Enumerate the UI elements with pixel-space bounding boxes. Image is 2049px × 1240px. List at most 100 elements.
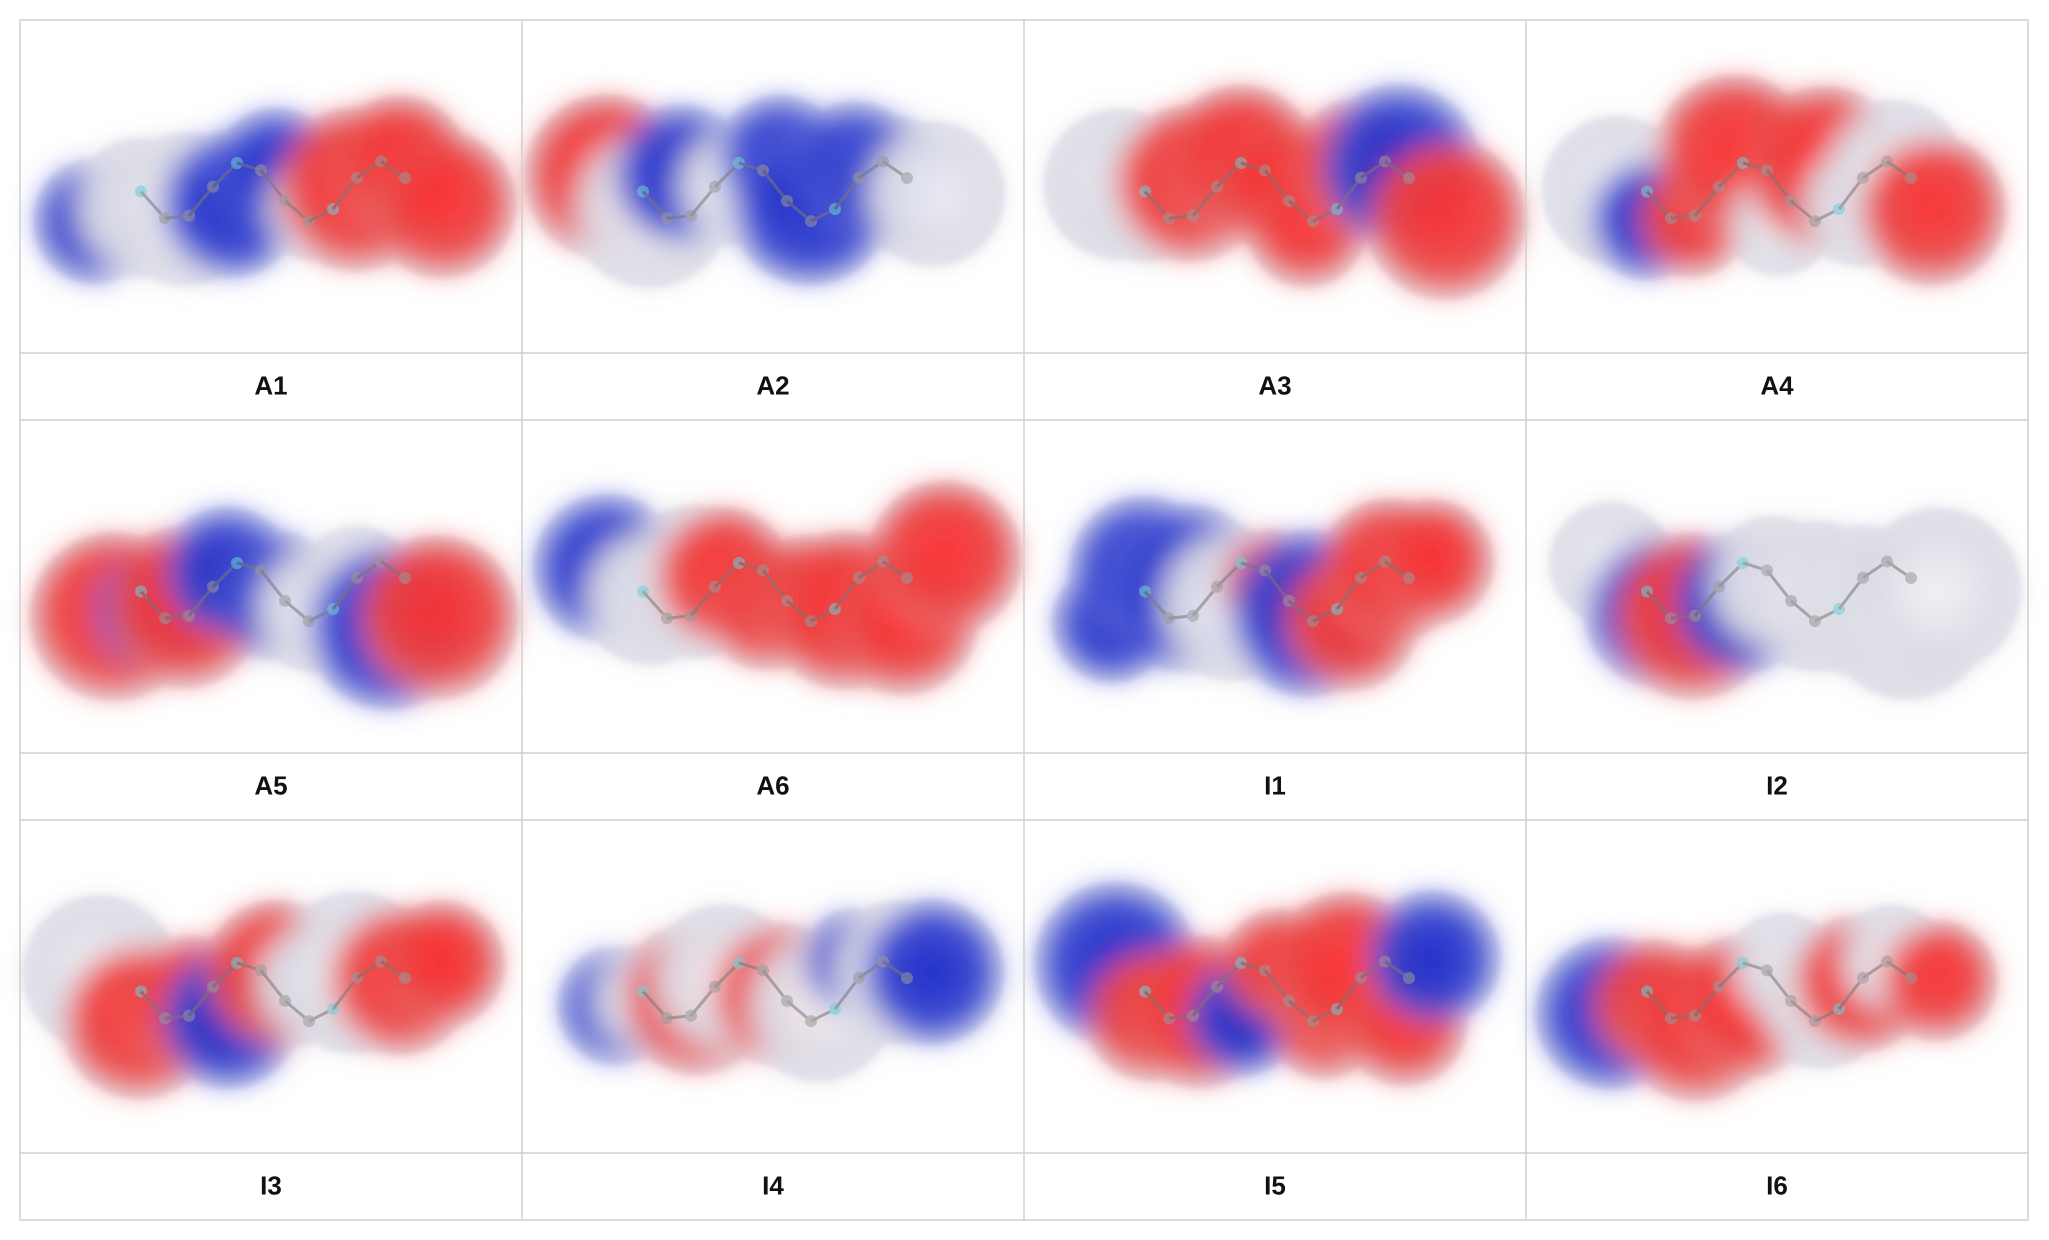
bond [1837,976,1865,1010]
skeleton [637,155,913,228]
bond [1765,569,1793,602]
bond [1693,985,1721,1017]
skeleton [637,955,913,1028]
bond [833,176,861,210]
surface-colors [39,101,510,280]
bond [689,985,717,1017]
skeleton [1139,155,1415,228]
atom [1403,972,1415,985]
potential-region [864,905,998,1039]
bond [331,976,359,1010]
bond [689,585,717,617]
bond [1765,169,1793,202]
bond [331,176,359,210]
bond [761,169,789,202]
molecule-surface [533,481,1023,695]
surface-colors [1049,90,1521,294]
atom [1905,972,1917,985]
atom [399,172,411,185]
bond [1263,969,1291,1002]
atom [1905,572,1917,585]
bond [187,185,215,217]
bond [331,576,359,610]
bond [1693,585,1721,617]
potential-region [1369,896,1495,1021]
surface-colors [563,905,998,1076]
bond [1191,185,1219,217]
atom [1403,172,1415,185]
potential-region [1862,141,2001,280]
panel-label: A6 [756,770,789,800]
grid [19,19,2029,1221]
molecule-surface [1535,904,1998,1102]
bond [259,969,287,1002]
molecule-surface [1542,75,2007,286]
bond [761,569,789,602]
potential-region [361,542,513,694]
bond [1191,585,1219,617]
skeleton [1139,555,1415,628]
surface-colors [1548,81,2001,280]
molecule-surface [557,899,1004,1082]
molecule-surface [1034,882,1501,1088]
atom [1403,572,1415,585]
bond [689,185,717,217]
surface-colors [530,101,1000,282]
atom [901,572,913,585]
molecule-surface [524,95,1006,288]
atom [399,572,411,585]
panel-label: A4 [1760,370,1794,400]
bond [833,576,861,610]
panel-label: A1 [254,370,287,400]
atom [399,972,411,985]
bond [1335,976,1363,1010]
surface-colors [28,897,499,1093]
potential-region [874,487,1017,630]
atom [1905,172,1917,185]
panel-label: I1 [1264,770,1286,800]
panel-label: A5 [254,770,287,800]
atom [901,172,913,185]
molecule-surface [29,506,519,710]
bond [1693,185,1721,217]
bond [259,569,287,602]
bond [187,585,215,617]
molecule-surface [22,891,505,1099]
potential-region [1375,505,1488,619]
molecule-surface [33,95,516,286]
potential-region [384,907,499,1022]
panel-label: A3 [1258,370,1291,400]
molecule-surface [1052,496,1494,697]
bond [259,169,287,202]
bond [1837,176,1865,210]
skeleton [637,555,913,628]
skeleton [135,155,411,228]
skeleton [1641,555,1917,628]
panel-label: I4 [762,1170,784,1200]
bond [1837,576,1865,610]
panel-label: I5 [1264,1170,1286,1200]
atom [901,972,913,985]
skeleton [135,555,411,628]
bond [1335,176,1363,210]
bond [1263,569,1291,602]
skeleton [1641,955,1917,1028]
skeleton [135,955,411,1028]
potential-region [1862,513,2016,668]
cells: A1 A2 A3 A4 A5 A6 I1 I2 I3 I4 I5 I6 [22,75,2022,1200]
bond [187,985,215,1017]
skeleton [1139,955,1415,1028]
bond [1765,969,1793,1002]
molecule-surface [1043,84,1527,300]
bond [761,969,789,1002]
panel-label: I3 [260,1170,282,1200]
surface-colors [1040,888,1495,1082]
bond [1263,169,1291,202]
panel-label: A2 [756,370,789,400]
bond [1335,576,1363,610]
bond [1191,985,1219,1017]
surface-colors [539,487,1017,689]
molecule-surface [1549,501,2022,700]
